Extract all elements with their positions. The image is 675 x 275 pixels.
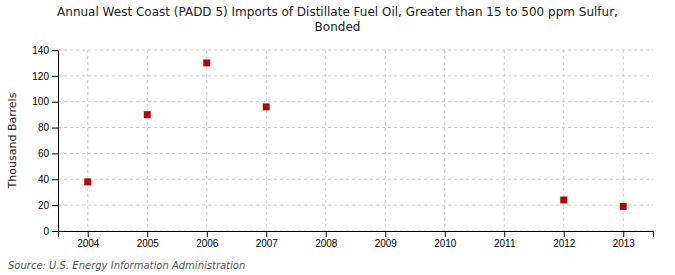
x-tick: 2008 bbox=[315, 231, 338, 249]
y-tick-mark bbox=[52, 128, 58, 129]
y-tick-mark bbox=[52, 50, 58, 51]
x-tick-mark bbox=[564, 231, 565, 237]
point bbox=[203, 59, 210, 66]
x-grid-line bbox=[504, 50, 505, 231]
points bbox=[84, 59, 626, 209]
y-tick-mark bbox=[52, 179, 58, 180]
x-tick-label: 2006 bbox=[196, 238, 219, 249]
y-tick-label: 140 bbox=[32, 45, 49, 56]
x-tick-mark bbox=[445, 231, 446, 237]
x-tick: 2012 bbox=[553, 231, 576, 249]
x-tick-mark bbox=[266, 231, 267, 237]
y-axis-title: Thousand Barrels bbox=[6, 92, 19, 189]
x-tick-mark bbox=[623, 231, 624, 237]
point bbox=[560, 197, 567, 204]
x-tick-label: 2013 bbox=[613, 238, 636, 249]
x-tick: 2004 bbox=[77, 231, 100, 249]
x-tick-label: 2004 bbox=[77, 238, 100, 249]
x-tick: 2005 bbox=[137, 231, 160, 249]
y-tick-mark bbox=[52, 102, 58, 103]
y-grid-line bbox=[58, 127, 653, 128]
y-tick: 120 bbox=[32, 71, 58, 82]
x-tick: 2010 bbox=[434, 231, 457, 249]
y-tick-mark bbox=[52, 205, 58, 206]
y-tick-mark bbox=[52, 76, 58, 77]
x-tick-label: 2009 bbox=[375, 238, 398, 249]
y-grid-line bbox=[58, 205, 653, 206]
title: Annual West Coast (PADD 5) Imports of Di… bbox=[57, 5, 618, 34]
title-line: Annual West Coast (PADD 5) Imports of Di… bbox=[57, 5, 618, 19]
title-line: Bonded bbox=[315, 20, 361, 34]
y-grid-line bbox=[58, 101, 653, 102]
point bbox=[263, 103, 270, 110]
source-note: Source: U.S. Energy Information Administ… bbox=[8, 260, 245, 271]
x-grid-line bbox=[563, 50, 564, 231]
y-tick-label: 0 bbox=[43, 226, 49, 237]
x-grid-line bbox=[385, 50, 386, 231]
x-tick-mark bbox=[326, 231, 327, 237]
x-grid-line bbox=[325, 50, 326, 231]
x-tick-label: 2011 bbox=[494, 238, 516, 249]
y-tick-label: 20 bbox=[38, 200, 50, 211]
y-tick-mark bbox=[52, 153, 58, 154]
x-tick-label: 2005 bbox=[137, 238, 160, 249]
y-tick-label: 40 bbox=[38, 174, 50, 185]
x-tick: 2011 bbox=[494, 231, 516, 249]
x-tick: 2007 bbox=[256, 231, 279, 249]
x-tick-mark bbox=[207, 231, 208, 237]
y-tick-mark bbox=[52, 231, 58, 232]
y-tick: 0 bbox=[43, 226, 58, 237]
y-tick: 80 bbox=[38, 122, 58, 133]
x-tick-label: 2010 bbox=[434, 238, 457, 249]
y-tick: 20 bbox=[38, 200, 58, 211]
x-tick-label: 2007 bbox=[256, 238, 279, 249]
plot: 2004 2005 2006 2007 2008 2009 2010 2011 2012 2013… bbox=[6, 45, 654, 249]
x-tick-mark bbox=[147, 231, 148, 237]
y-axis-line bbox=[52, 51, 59, 232]
y-tick: 40 bbox=[38, 174, 58, 185]
y-tick-label: 100 bbox=[32, 96, 49, 107]
point bbox=[144, 111, 151, 118]
y-tick: 100 bbox=[32, 96, 58, 107]
x-grid-line bbox=[444, 50, 445, 231]
x-tick: 2013 bbox=[613, 231, 636, 249]
y-axis: 0 20 40 60 80 100 120 140 bbox=[32, 45, 58, 237]
x-tick-label: 2008 bbox=[315, 238, 338, 249]
point bbox=[620, 203, 627, 210]
x-tick-mark bbox=[385, 231, 386, 237]
x-grid-line bbox=[206, 50, 207, 231]
chart: Annual West Coast (PADD 5) Imports of Di… bbox=[0, 0, 675, 275]
x-tick-label: 2012 bbox=[553, 238, 576, 249]
x-grid-line bbox=[147, 50, 148, 231]
y-tick-label: 60 bbox=[38, 148, 50, 159]
y-tick: 140 bbox=[32, 45, 58, 56]
grid bbox=[58, 50, 653, 231]
x-axis-line bbox=[59, 232, 654, 238]
x-tick-mark bbox=[88, 231, 89, 237]
x-tick: 2006 bbox=[196, 231, 219, 249]
x-grid-line bbox=[87, 50, 88, 231]
y-tick-label: 120 bbox=[32, 71, 49, 82]
x-tick: 2009 bbox=[375, 231, 398, 249]
x-axis: 2004 2005 2006 2007 2008 2009 2010 2011 2012 2013 bbox=[59, 231, 654, 249]
point bbox=[84, 178, 91, 185]
y-tick: 60 bbox=[38, 148, 58, 159]
y-tick-label: 80 bbox=[38, 122, 50, 133]
x-tick-mark bbox=[504, 231, 505, 237]
x-grid-line bbox=[266, 50, 267, 231]
